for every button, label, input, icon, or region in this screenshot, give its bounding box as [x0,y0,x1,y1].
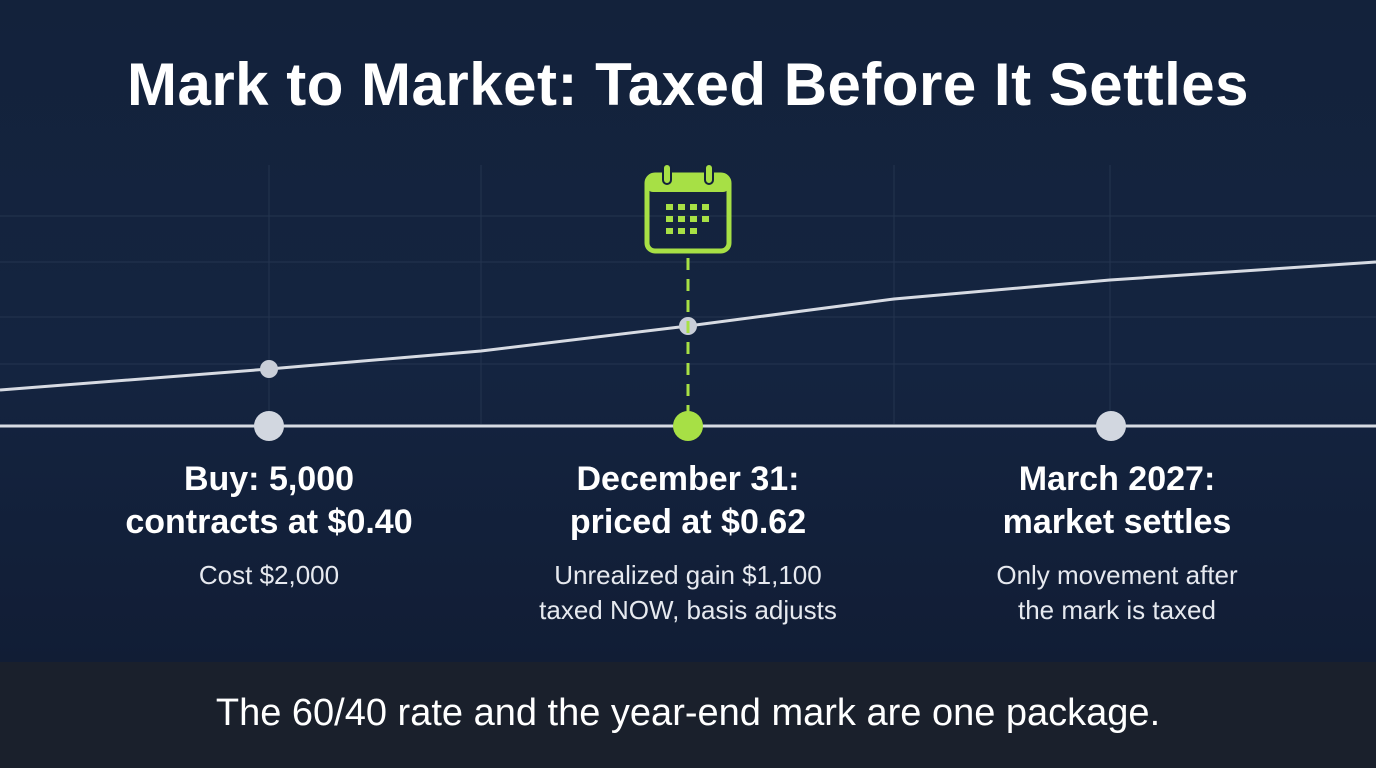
milestone-detail-line: Cost $2,000 [198,560,340,590]
milestone-label-settle: March 2027: market settles Only movement… [907,458,1327,628]
trend-point-buy [260,360,278,378]
milestone-detail: Unrealized gain $1,100 taxed NOW, basis … [478,558,898,628]
milestone-heading-line: December 31: [576,460,800,498]
timeline-diagram [0,163,1376,441]
milestone-detail-line: taxed NOW, basis adjusts [539,595,837,625]
milestone-heading-line: priced at $0.62 [569,503,807,541]
footer-caption: The 60/40 rate and the year-end mark are… [215,692,1161,734]
milestone-detail-line: the mark is taxed [1018,595,1216,625]
calendar-icon [644,163,732,254]
milestone-detail-line: Only movement after [996,560,1238,590]
milestone-heading-line: Buy: 5,000 [183,460,355,498]
milestone-heading: Buy: 5,000 contracts at $0.40 [59,458,479,544]
milestone-label-buy: Buy: 5,000 contracts at $0.40 Cost $2,00… [59,458,479,593]
milestone-heading: March 2027: market settles [907,458,1327,544]
page-title: Mark to Market: Taxed Before It Settles [126,51,1250,118]
milestone-detail-line: Unrealized gain $1,100 [554,560,822,590]
milestone-heading-line: market settles [1002,503,1232,541]
milestone-dot-year-end [673,411,703,441]
milestone-detail: Cost $2,000 [59,558,479,593]
milestone-heading-line: contracts at $0.40 [125,503,413,541]
milestone-heading-line: March 2027: [1018,460,1216,498]
milestone-detail: Only movement after the mark is taxed [907,558,1327,628]
milestone-dot-settle [1096,411,1126,441]
footer-bar [0,662,1376,768]
milestone-heading: December 31: priced at $0.62 [478,458,898,544]
milestone-label-year-end: December 31: priced at $0.62 Unrealized … [478,458,898,628]
milestone-dot-buy [254,411,284,441]
